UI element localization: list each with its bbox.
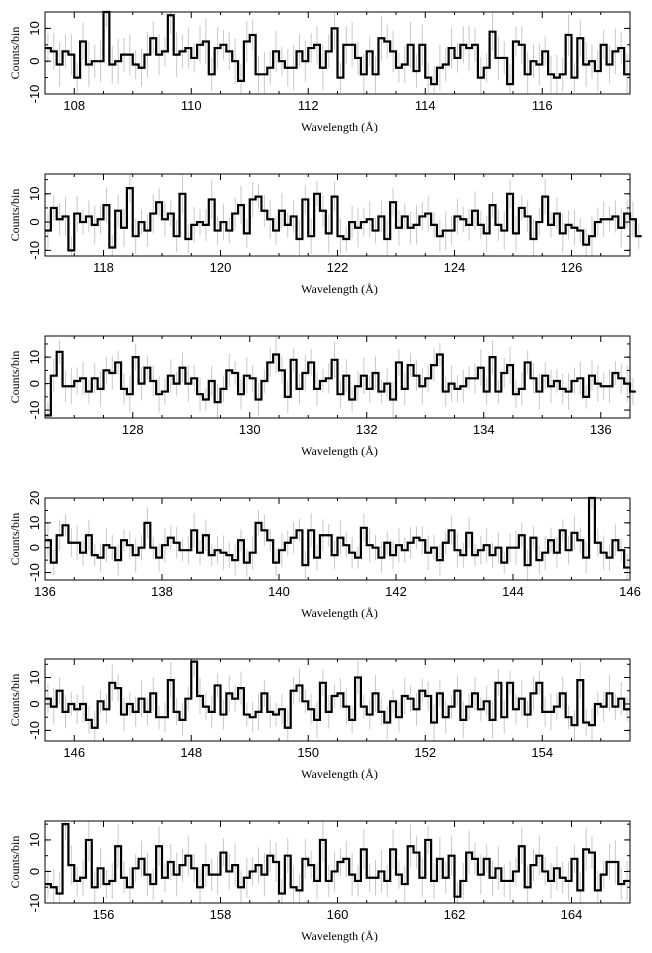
x-tick-label: 132 <box>356 422 378 437</box>
y-tick-label: 10 <box>27 516 42 530</box>
x-tick-label: 148 <box>180 745 202 760</box>
spectrum-step-line <box>45 350 636 417</box>
spectrum-panel-1: 108 110 112 114 116 -10 0 10 Wavelength (Å) Count… <box>8 10 631 134</box>
y-tick-label: 10 <box>27 833 42 847</box>
x-tick-label: 124 <box>444 260 466 275</box>
y-tick-label: 0 <box>27 218 42 225</box>
spectrum-step-line <box>45 823 630 898</box>
x-tick-label: 134 <box>473 422 495 437</box>
y-tick-label: 0 <box>27 868 42 875</box>
y-axis-title: Counts/bin <box>8 351 22 404</box>
x-tick-label: 112 <box>298 98 319 113</box>
x-tick-label: 158 <box>210 907 232 922</box>
spectrum-panel-5: 146 148 150 152 154 -10 0 10 Wavelength (Å) Count… <box>8 658 631 781</box>
y-tick-label: -10 <box>27 241 42 260</box>
x-axis-title: Wavelength (Å) <box>301 606 378 620</box>
y-tick-label: -10 <box>27 401 42 420</box>
spectrum-panel-2: 118 120 122 124 126 -10 0 10 Wavelength (Å) Count… <box>8 173 642 296</box>
y-axis-title: Counts/bin <box>8 189 22 242</box>
x-axis-title: Wavelength (Å) <box>301 282 378 296</box>
x-tick-label: 130 <box>239 422 261 437</box>
x-tick-label: 160 <box>327 907 349 922</box>
x-axis-title: Wavelength (Å) <box>301 444 378 458</box>
x-axis-title: Wavelength (Å) <box>301 767 378 781</box>
x-tick-label: 114 <box>415 98 436 113</box>
x-tick-label: 146 <box>63 745 85 760</box>
x-tick-label: 136 <box>590 422 612 437</box>
x-tick-label: 116 <box>532 98 553 113</box>
y-tick-label: 10 <box>27 350 42 364</box>
x-tick-label: 118 <box>93 260 114 275</box>
y-tick-label: 0 <box>27 380 42 387</box>
y-tick-label: 0 <box>27 700 42 707</box>
spectrum-step-line <box>45 496 630 569</box>
spectrum-panel-6: 156 158 160 162 164 -10 0 10 Wavelength (Å) Count… <box>8 820 631 943</box>
x-tick-label: 140 <box>268 584 290 599</box>
x-tick-label: 108 <box>63 98 85 113</box>
x-tick-label: 164 <box>561 907 583 922</box>
spectrum-step-line <box>45 187 642 252</box>
x-tick-label: 150 <box>297 745 319 760</box>
x-tick-label: 122 <box>327 260 349 275</box>
spectrum-step-line <box>45 660 630 729</box>
x-tick-label: 136 <box>34 584 56 599</box>
x-tick-label: 138 <box>151 584 173 599</box>
x-axis-title: Wavelength (Å) <box>301 120 378 134</box>
x-tick-label: 156 <box>93 907 115 922</box>
x-tick-label: 142 <box>385 584 407 599</box>
x-tick-label: 126 <box>561 260 583 275</box>
y-axis-title: Counts/bin <box>8 674 22 727</box>
x-tick-label: 144 <box>502 584 524 599</box>
y-tick-label: 10 <box>27 21 42 35</box>
y-axis-title: Counts/bin <box>8 836 22 889</box>
x-tick-label: 162 <box>444 907 466 922</box>
y-tick-label: -10 <box>27 563 42 582</box>
y-tick-label: -10 <box>27 721 42 740</box>
spectrum-panel-3: 128 130 132 134 136 -10 0 10 Wavelength (Å) Count… <box>8 335 636 458</box>
y-tick-label: -10 <box>27 85 42 104</box>
y-axis-title: Counts/bin <box>8 513 22 566</box>
x-axis-title: Wavelength (Å) <box>301 929 378 943</box>
x-tick-label: 154 <box>531 745 553 760</box>
y-axis-title: Counts/bin <box>8 27 22 80</box>
x-tick-label: 152 <box>414 745 436 760</box>
spectrum-step-line <box>45 10 630 86</box>
x-tick-label: 120 <box>210 260 232 275</box>
y-tick-label: 10 <box>27 670 42 684</box>
y-tick-label: 10 <box>27 187 42 201</box>
y-tick-label: 0 <box>27 544 42 551</box>
y-tick-label: 20 <box>27 491 42 505</box>
x-tick-label: 128 <box>122 422 144 437</box>
x-tick-label: 146 <box>619 584 641 599</box>
x-tick-label: 110 <box>181 98 202 113</box>
y-tick-label: 0 <box>27 58 42 65</box>
y-tick-label: -10 <box>27 894 42 913</box>
spectrum-panel-4: 136 138 140 142 144 146 -10 0 10 20 Wavelength (Å)… <box>8 491 641 620</box>
